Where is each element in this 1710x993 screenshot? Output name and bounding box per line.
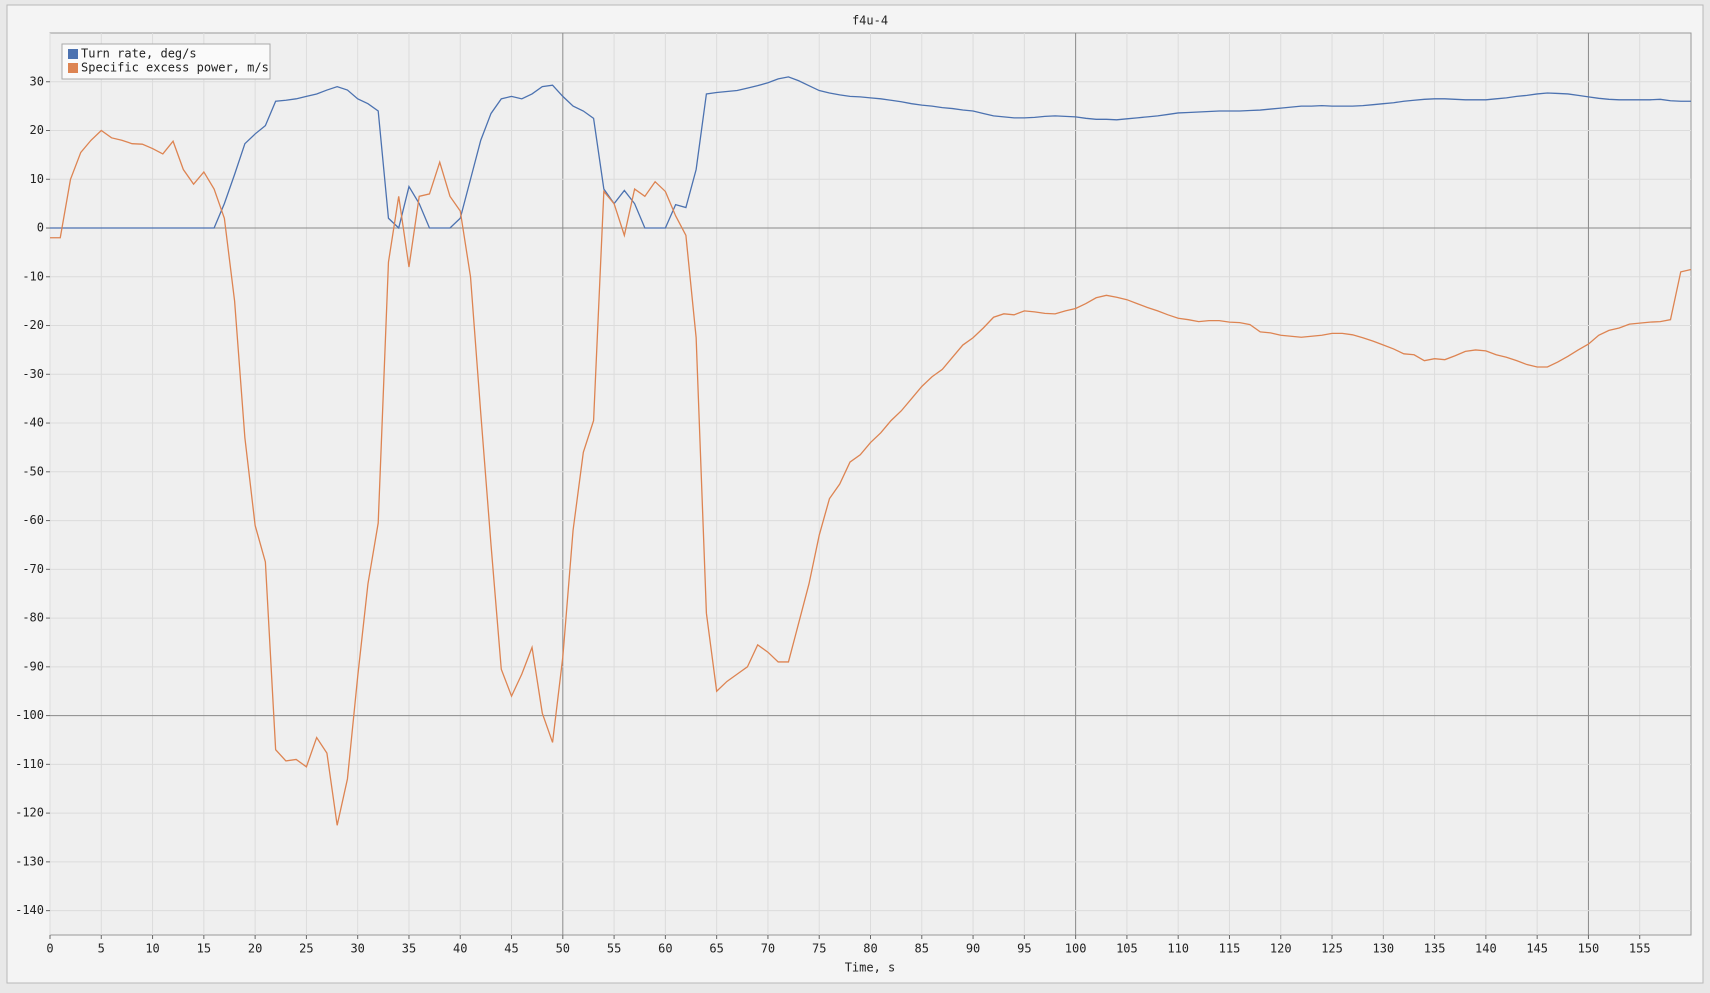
x-tick-label: 145 xyxy=(1526,942,1548,956)
y-tick-label: -110 xyxy=(15,757,44,771)
legend-label: Turn rate, deg/s xyxy=(81,47,197,61)
x-tick-label: 115 xyxy=(1219,942,1241,956)
x-tick-label: 65 xyxy=(709,942,723,956)
x-tick-label: 50 xyxy=(556,942,570,956)
y-tick-label: -80 xyxy=(22,611,44,625)
x-tick-label: 75 xyxy=(812,942,826,956)
y-tick-label: -40 xyxy=(22,416,44,430)
y-tick-label: 0 xyxy=(37,221,44,235)
y-tick-label: -120 xyxy=(15,806,44,820)
x-tick-label: 85 xyxy=(915,942,929,956)
x-tick-label: 55 xyxy=(607,942,621,956)
x-tick-label: 25 xyxy=(299,942,313,956)
x-tick-label: 155 xyxy=(1629,942,1651,956)
x-tick-label: 40 xyxy=(453,942,467,956)
y-tick-label: -100 xyxy=(15,708,44,722)
x-tick-label: 135 xyxy=(1424,942,1446,956)
y-tick-label: -20 xyxy=(22,318,44,332)
x-tick-label: 60 xyxy=(658,942,672,956)
y-tick-label: -50 xyxy=(22,464,44,478)
legend-box xyxy=(61,43,271,80)
x-tick-label: 150 xyxy=(1578,942,1600,956)
legend-swatch xyxy=(68,63,78,73)
legend-label: Specific excess power, m/s xyxy=(81,61,269,75)
x-tick-label: 125 xyxy=(1321,942,1343,956)
y-tick-label: -30 xyxy=(22,367,44,381)
x-tick-label: 95 xyxy=(1017,942,1031,956)
x-tick-label: 5 xyxy=(98,942,105,956)
x-tick-label: 45 xyxy=(504,942,518,956)
y-tick-label: -130 xyxy=(15,854,44,868)
series-line xyxy=(50,129,1692,826)
y-tick-label: 20 xyxy=(30,123,44,137)
x-tick-label: 130 xyxy=(1372,942,1394,956)
x-tick-label: 110 xyxy=(1167,942,1189,956)
chart-title: f4u-4 xyxy=(852,14,888,28)
y-tick-label: 30 xyxy=(30,74,44,88)
x-tick-label: 20 xyxy=(248,942,262,956)
x-tick-label: 70 xyxy=(761,942,775,956)
y-tick-label: -60 xyxy=(22,513,44,527)
x-tick-label: 35 xyxy=(402,942,416,956)
legend-swatch xyxy=(68,49,78,59)
x-tick-label: 140 xyxy=(1475,942,1497,956)
y-tick-label: 10 xyxy=(30,172,44,186)
series-line xyxy=(50,76,1691,230)
x-tick-label: 80 xyxy=(863,942,877,956)
y-tick-label: -70 xyxy=(22,562,44,576)
x-tick-label: 10 xyxy=(145,942,159,956)
x-tick-label: 120 xyxy=(1270,942,1292,956)
y-tick-label: -10 xyxy=(22,269,44,283)
x-tick-label: 100 xyxy=(1065,942,1087,956)
y-tick-label: -140 xyxy=(15,903,44,917)
x-tick-label: 15 xyxy=(197,942,211,956)
x-tick-label: 0 xyxy=(46,942,53,956)
x-axis-label: Time, s xyxy=(845,961,896,975)
grid xyxy=(49,33,1691,935)
x-tick-label: 90 xyxy=(966,942,980,956)
x-tick-label: 105 xyxy=(1116,942,1138,956)
x-tick-label: 30 xyxy=(350,942,364,956)
y-tick-label: -90 xyxy=(22,659,44,673)
